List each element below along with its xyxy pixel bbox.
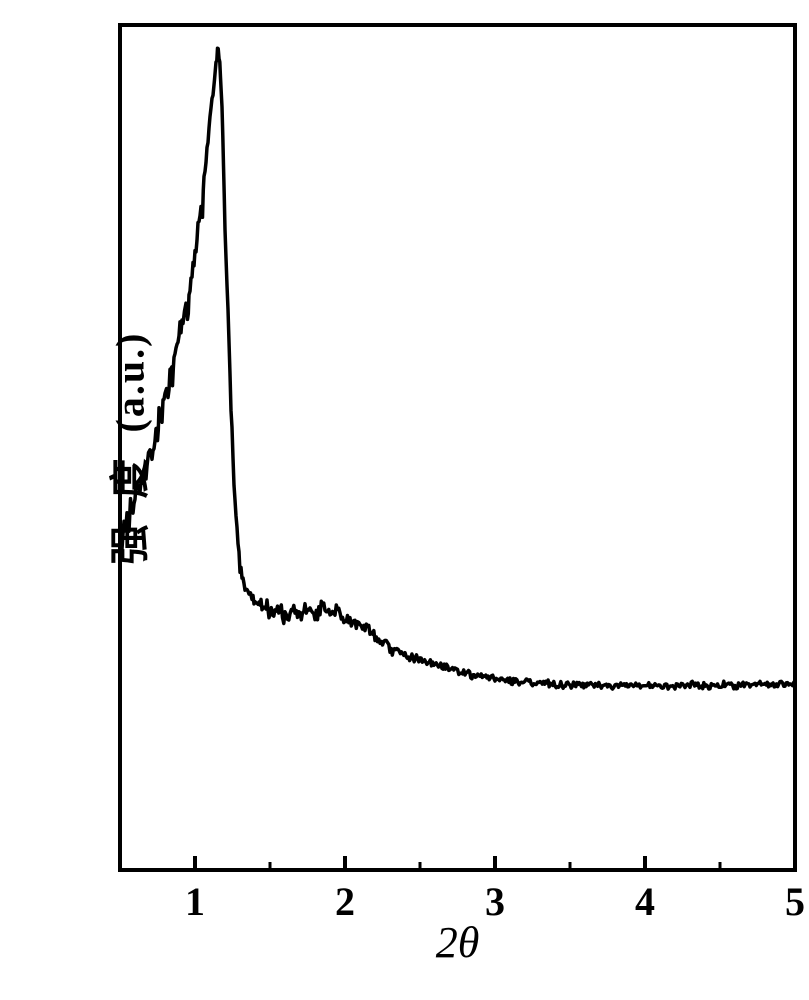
y-axis-label: 强 度 (a.u.) [97,331,155,564]
ylabel-main: 强 度 [107,450,152,564]
x-tick-label: 5 [785,878,805,925]
ylabel-unit: (a.u.) [107,331,152,432]
x-tick-label: 4 [635,878,655,925]
x-axis-label: 2θ [436,917,480,968]
x-tick-label: 2 [335,878,355,925]
x-tick-label: 1 [185,878,205,925]
xrd-figure: 强 度 (a.u.) 2θ 1 2 3 4 5 [0,0,809,1000]
x-tick-label: 3 [485,878,505,925]
